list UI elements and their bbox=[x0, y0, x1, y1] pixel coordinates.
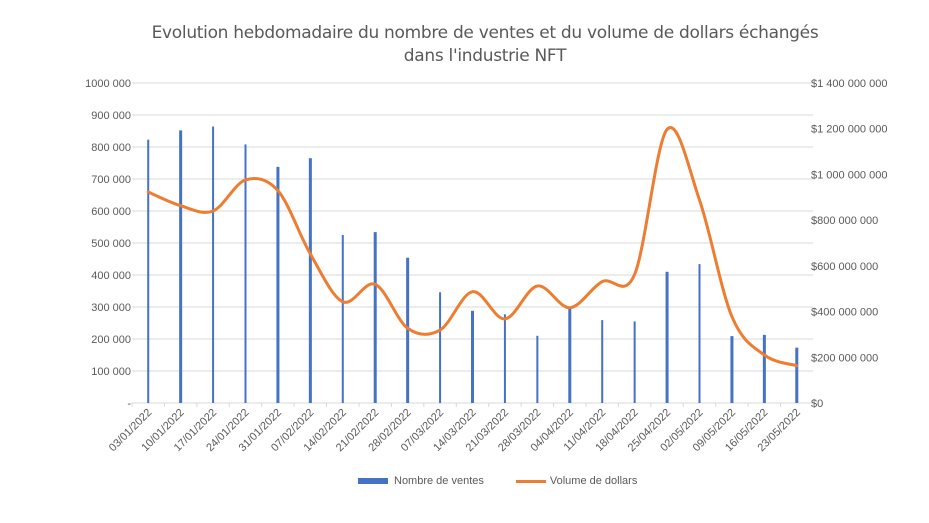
left-axis-tick: 100 000 bbox=[91, 366, 131, 378]
right-axis-tick: $800 000 000 bbox=[811, 215, 878, 227]
left-axis-tick: - bbox=[127, 398, 131, 410]
bar bbox=[795, 347, 799, 403]
bar bbox=[147, 139, 150, 403]
legend-label-bars: Nombre de ventes bbox=[394, 475, 484, 487]
left-axis-tick: 700 000 bbox=[91, 174, 131, 186]
bar bbox=[439, 292, 442, 403]
bar bbox=[633, 321, 636, 403]
bar bbox=[762, 334, 766, 403]
chart-title-line2: dans l'industrie NFT bbox=[403, 46, 567, 66]
bar bbox=[471, 310, 474, 403]
legend-item-volume-de-dollars: Volume de dollars bbox=[515, 475, 638, 487]
x-axis: 03/01/202210/01/202217/01/202224/01/2022… bbox=[107, 403, 814, 454]
bar bbox=[373, 232, 377, 403]
bar bbox=[698, 264, 701, 403]
line-series-volume-de-dollars bbox=[146, 126, 799, 368]
right-axis-tick: $1 400 000 000 bbox=[811, 78, 887, 90]
right-axis-tick: $200 000 000 bbox=[811, 352, 878, 364]
bar bbox=[536, 335, 539, 403]
bar bbox=[406, 257, 410, 403]
bar bbox=[503, 314, 506, 403]
bar bbox=[244, 144, 247, 403]
legend-label-line: Volume de dollars bbox=[549, 475, 638, 487]
right-axis-tick: $400 000 000 bbox=[811, 307, 878, 319]
left-axis-tick: 200 000 bbox=[91, 334, 131, 346]
left-axis-tick: 900 000 bbox=[91, 110, 131, 122]
bar bbox=[276, 166, 280, 403]
left-axis-tick: 1000 000 bbox=[85, 78, 131, 90]
right-axis-tick: $1 000 000 000 bbox=[811, 169, 887, 181]
bar bbox=[341, 235, 344, 403]
bar bbox=[568, 308, 572, 403]
left-axis-tick: 600 000 bbox=[91, 206, 131, 218]
right-axis: $0 $200 000 000 $400 000 000 $600 000 000 $8… bbox=[811, 78, 887, 410]
right-axis-tick: $0 bbox=[811, 398, 823, 410]
left-axis-tick: 500 000 bbox=[91, 238, 131, 250]
left-axis-tick: 800 000 bbox=[91, 142, 131, 154]
left-axis-tick: 400 000 bbox=[91, 270, 131, 282]
bar bbox=[308, 158, 312, 403]
legend-bar-swatch-icon bbox=[358, 478, 388, 484]
bar bbox=[601, 320, 604, 403]
bar bbox=[665, 271, 669, 403]
bar bbox=[212, 126, 215, 404]
bar-series-nombre-de-ventes bbox=[147, 126, 799, 404]
left-axis: - 100 000 200 000 300 000 400 000 500 000 600 … bbox=[85, 78, 131, 410]
chart-title: Evolution hebdomadaire du nombre de vent… bbox=[0, 22, 929, 68]
right-axis-tick: $1 200 000 000 bbox=[811, 124, 887, 136]
right-axis-tick: $600 000 000 bbox=[811, 261, 878, 273]
bar bbox=[179, 130, 183, 404]
legend: Nombre de ventes Volume de dollars bbox=[358, 475, 669, 487]
legend-item-nombre-de-ventes: Nombre de ventes bbox=[358, 475, 484, 487]
bar bbox=[730, 336, 734, 403]
legend-line-swatch-icon bbox=[515, 479, 546, 483]
chart-title-line1: Evolution hebdomadaire du nombre de vent… bbox=[151, 23, 819, 43]
plot-area: - 100 000 200 000 300 000 400 000 500 000 600 … bbox=[85, 78, 887, 454]
left-axis-tick: 300 000 bbox=[91, 302, 131, 314]
